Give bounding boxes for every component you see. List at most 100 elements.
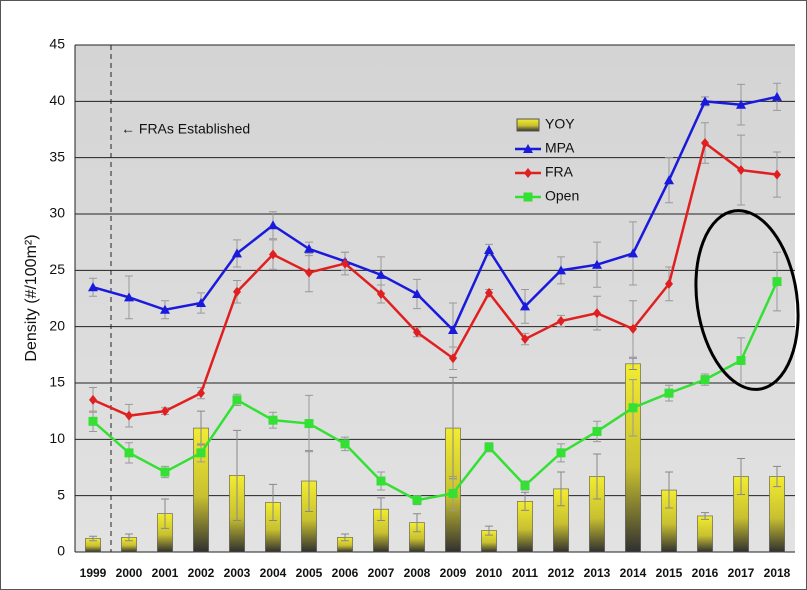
marker	[88, 416, 98, 426]
marker	[737, 165, 745, 176]
marker	[125, 410, 133, 421]
x-tick-label: 2001	[152, 566, 179, 580]
x-tick-label: 2002	[188, 566, 215, 580]
error-bar	[161, 498, 169, 529]
error-bar	[557, 471, 565, 507]
error-bar	[665, 471, 673, 509]
error-bar	[125, 533, 133, 542]
x-tick-label: 2018	[764, 566, 791, 580]
x-tick-label: 2011	[512, 566, 538, 580]
error-bar	[593, 453, 601, 500]
y-tick-label: 15	[49, 374, 65, 390]
marker	[161, 406, 169, 417]
line	[92, 140, 778, 417]
error-bar	[377, 497, 385, 521]
marker	[523, 144, 533, 153]
marker	[124, 448, 134, 458]
marker	[772, 91, 782, 101]
error-bar	[629, 357, 637, 370]
x-tick-label: 2016	[692, 566, 719, 580]
x-tick-label: 2013	[584, 566, 611, 580]
marker	[592, 426, 602, 436]
legend-label: Open	[545, 188, 579, 204]
x-tick-label: 2010	[476, 566, 503, 580]
x-tick-label: 2014	[620, 566, 647, 580]
marker	[233, 286, 241, 297]
marker	[448, 488, 458, 498]
marker	[521, 334, 529, 345]
marker	[700, 96, 710, 106]
x-tick-label: 2000	[116, 566, 143, 580]
marker	[412, 288, 422, 298]
x-tick-label: 2006	[332, 566, 359, 580]
marker	[377, 288, 385, 299]
marker	[449, 353, 457, 364]
marker	[232, 395, 242, 405]
marker	[305, 267, 313, 278]
y-tick-label: 30	[49, 205, 65, 221]
marker	[556, 448, 566, 458]
marker	[160, 467, 170, 477]
marker	[304, 243, 314, 253]
marker	[523, 192, 533, 202]
marker	[700, 375, 710, 385]
error-bar	[413, 513, 421, 533]
marker	[736, 355, 746, 365]
error-bar	[701, 512, 709, 520]
x-tick-label: 2003	[224, 566, 251, 580]
marker	[485, 287, 493, 298]
legend-swatch	[516, 118, 540, 132]
marker	[196, 448, 206, 458]
marker	[268, 415, 278, 425]
x-tick-label: 2005	[296, 566, 323, 580]
bar	[769, 476, 785, 553]
marker	[376, 269, 386, 279]
marker	[736, 99, 746, 109]
error-bar	[233, 429, 241, 521]
line	[92, 281, 779, 502]
legend-label: YOY	[545, 116, 575, 132]
marker	[628, 248, 638, 258]
y-tick-label: 25	[49, 261, 65, 277]
marker	[197, 388, 205, 399]
marker	[448, 325, 458, 335]
marker	[772, 277, 782, 287]
x-tick-label: 2004	[260, 566, 287, 580]
x-tick-label: 2009	[440, 566, 467, 580]
x-tick-label: 2007	[368, 566, 395, 580]
x-tick-label: 1999	[80, 566, 107, 580]
marker	[484, 442, 494, 452]
y-tick-label: 0	[57, 543, 65, 559]
marker	[340, 439, 350, 449]
marker	[556, 265, 566, 275]
y-tick-label: 45	[49, 36, 65, 52]
marker	[196, 298, 206, 308]
marker	[520, 481, 530, 491]
marker	[664, 388, 674, 398]
marker	[412, 495, 422, 505]
marker	[160, 304, 170, 314]
legend-label: FRA	[545, 164, 574, 180]
marker	[557, 316, 565, 327]
line	[92, 95, 778, 333]
marker	[593, 308, 601, 319]
marker	[664, 175, 674, 185]
marker	[413, 327, 421, 338]
marker	[592, 259, 602, 269]
error-bar	[89, 535, 97, 542]
y-axis-label: Density (#/100m²)	[23, 234, 40, 361]
legend-label: MPA	[545, 140, 575, 156]
x-tick-label: 2015	[656, 566, 683, 580]
annotation: ← FRAs Established	[121, 121, 250, 137]
marker	[341, 258, 349, 269]
y-tick-label: 35	[49, 148, 65, 164]
marker	[124, 292, 134, 302]
error-bar	[737, 457, 745, 496]
y-tick-label: 10	[49, 430, 65, 446]
marker	[269, 249, 277, 260]
marker	[628, 403, 638, 413]
marker	[89, 394, 97, 405]
marker	[376, 476, 386, 486]
error-bar	[485, 525, 493, 536]
